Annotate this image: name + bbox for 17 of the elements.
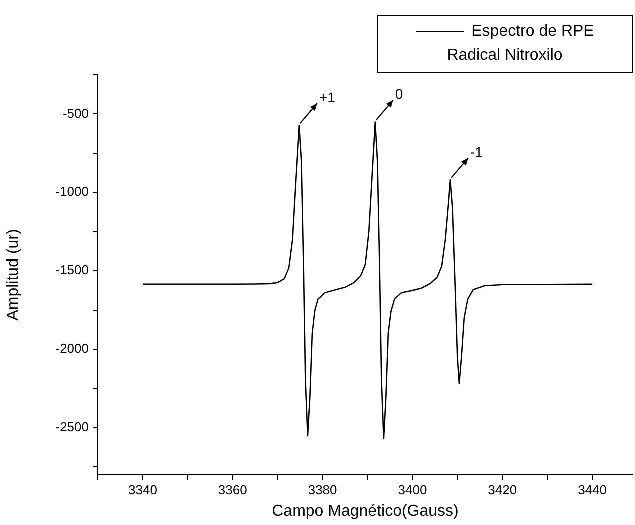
y-tick-label: -2500 [56,420,89,435]
x-tick-label: 3420 [488,482,518,498]
y-tick-label: -1500 [56,262,89,278]
x-tick-label: 3440 [578,482,607,498]
y-tick-label: -1000 [56,184,89,200]
annotation: +1 [319,89,336,106]
x-tick-label: 3400 [398,482,428,498]
x-tick-label: 3380 [308,482,338,498]
y-tick-label: -2000 [56,341,89,356]
y-tick-label: -500 [62,106,89,121]
x-tick-label: 3360 [218,482,248,498]
annotation: -1 [470,144,484,160]
x-axis-title: Campo Magnético(Gauss) [272,502,459,520]
legend-label: Espectro de RPE Radical Nitroxilo [446,22,596,66]
annotation: 0 [395,86,404,102]
y-axis-title: Amplitud (ur) [5,229,22,321]
x-tick-label: 3340 [128,482,158,498]
